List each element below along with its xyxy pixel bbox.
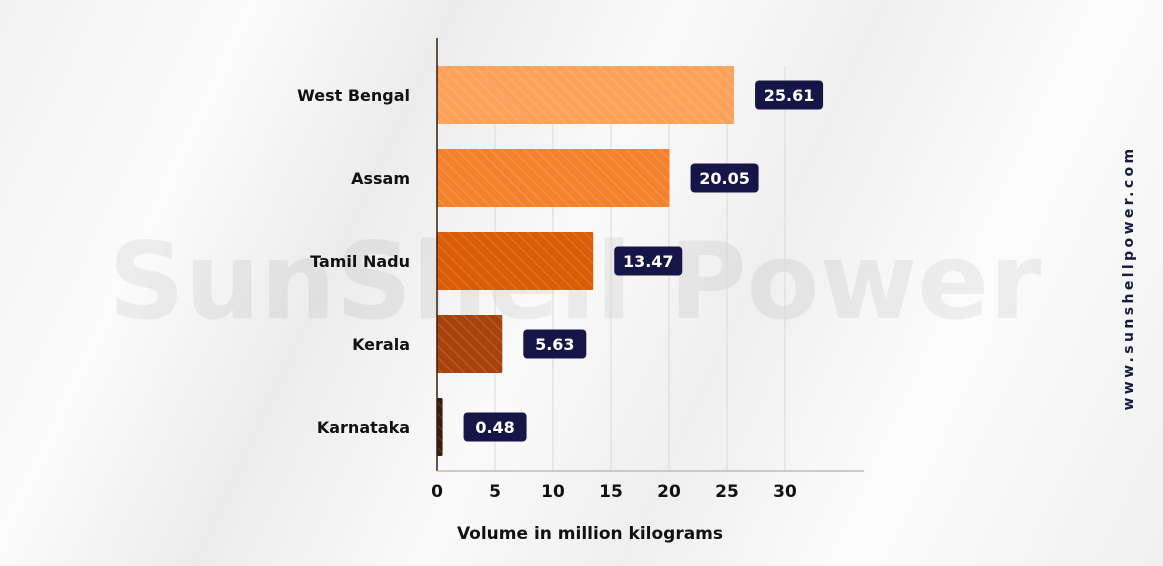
x-tick-label: 30 (773, 482, 797, 502)
x-tick-label: 0 (431, 482, 443, 502)
x-axis-label: Volume in million kilograms (457, 524, 723, 544)
category-label: Assam (351, 169, 410, 188)
bar-texture (437, 232, 594, 290)
data-label-badge (614, 246, 683, 276)
bar-texture (437, 398, 443, 456)
category-label: Kerala (352, 335, 410, 354)
data-label: 0.48 (475, 418, 514, 437)
data-label-badge (755, 80, 824, 110)
x-tick-label: 20 (657, 482, 681, 502)
x-tick-label: 5 (489, 482, 501, 502)
axes (436, 38, 864, 472)
category-label: West Bengal (297, 86, 410, 105)
data-label: 20.05 (699, 169, 750, 188)
bars (437, 66, 735, 456)
x-tick-label: 10 (541, 482, 565, 502)
x-tick-label: 25 (715, 482, 739, 502)
data-label: 13.47 (623, 252, 674, 271)
x-tick-label: 15 (599, 482, 623, 502)
data-label-badge (463, 412, 527, 442)
labels: 0 5 10 15 20 25 30 West Bengal 25.61 Assam 20.05 Ta… (297, 80, 824, 502)
data-label-badge (523, 329, 587, 359)
data-label: 5.63 (535, 335, 574, 354)
bar-texture (437, 66, 735, 124)
category-label: Karnataka (317, 418, 410, 437)
data-label: 25.61 (764, 86, 815, 105)
bar-texture (437, 149, 670, 207)
bar-texture (437, 315, 503, 373)
data-label-badge (690, 163, 759, 193)
category-label: Tamil Nadu (310, 252, 410, 271)
website-url: www.sunshellpower.com (1121, 145, 1137, 410)
